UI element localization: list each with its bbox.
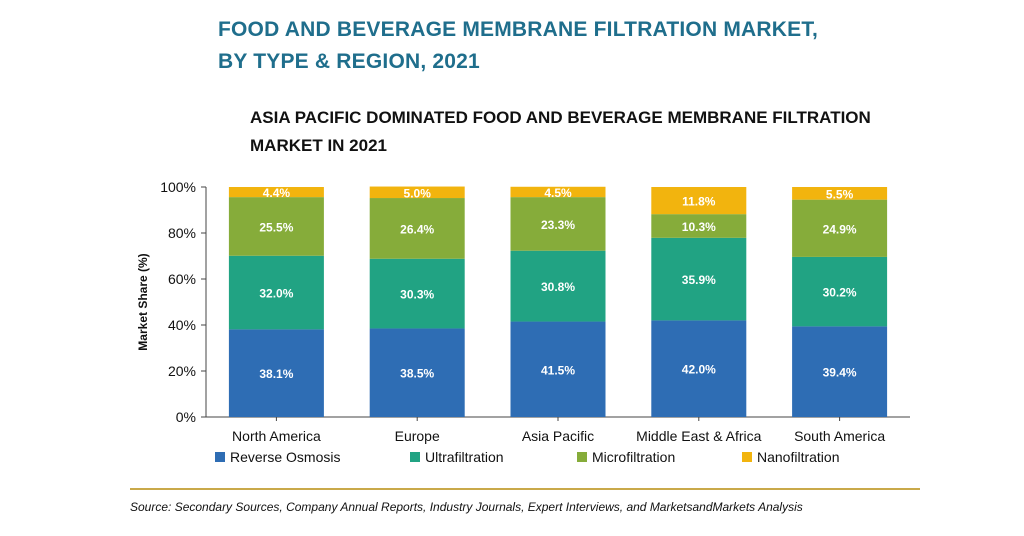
- data-label: 30.8%: [541, 280, 575, 294]
- data-label: 11.8%: [682, 195, 716, 209]
- bar-segment: [228, 329, 324, 417]
- bar-segment: [651, 187, 747, 215]
- x-tick-label: Europe: [395, 428, 440, 444]
- source-divider: [130, 488, 920, 490]
- y-tick-label: 100%: [160, 179, 196, 195]
- x-tick-label: North America: [232, 428, 321, 444]
- bar-segment: [228, 255, 324, 330]
- chart-subtitle-line-2: MARKET IN 2021: [250, 136, 387, 155]
- bar-segment: [510, 186, 606, 198]
- data-label: 30.3%: [400, 288, 434, 302]
- chart-subtitle-line-1: ASIA PACIFIC DOMINATED FOOD AND BEVERAGE…: [250, 108, 871, 127]
- legend-swatch: [577, 452, 587, 462]
- bar-segment: [369, 186, 465, 199]
- legend-label: Nanofiltration: [757, 449, 840, 465]
- bar-segment: [228, 197, 324, 256]
- data-label: 42.0%: [682, 363, 716, 377]
- chart-title-line-2: BY TYPE & REGION, 2021: [218, 50, 480, 73]
- chart-title: FOOD AND BEVERAGE MEMBRANE FILTRATION MA…: [218, 14, 918, 78]
- data-label: 26.4%: [400, 222, 434, 236]
- data-label: 39.4%: [823, 366, 857, 380]
- data-label: 5.0%: [404, 186, 432, 200]
- y-tick-label: 60%: [168, 271, 196, 287]
- bar-segment: [651, 237, 747, 321]
- data-label: 41.5%: [541, 363, 575, 377]
- data-label: 25.5%: [259, 220, 293, 234]
- bar-segment: [228, 187, 324, 198]
- data-label: 5.5%: [826, 187, 854, 201]
- y-tick-label: 20%: [168, 363, 196, 379]
- legend-swatch: [215, 452, 225, 462]
- bar-segment: [792, 199, 888, 257]
- data-label: 38.1%: [259, 367, 293, 381]
- x-tick-label: Asia Pacific: [522, 428, 594, 444]
- data-label: 35.9%: [682, 273, 716, 287]
- bar-segment: [369, 258, 465, 329]
- y-tick-label: 0%: [176, 409, 196, 425]
- chart-title-line-1: FOOD AND BEVERAGE MEMBRANE FILTRATION MA…: [218, 18, 819, 41]
- bar-segment: [369, 198, 465, 259]
- bar-segment: [510, 321, 606, 417]
- legend-swatch: [742, 452, 752, 462]
- data-label: 32.0%: [259, 287, 293, 301]
- y-tick-label: 80%: [168, 225, 196, 241]
- y-axis-title: Market Share (%): [136, 253, 150, 350]
- bar-segment: [792, 256, 888, 327]
- data-label: 4.5%: [544, 186, 572, 200]
- bar-segment: [510, 250, 606, 322]
- chart-subtitle: ASIA PACIFIC DOMINATED FOOD AND BEVERAGE…: [250, 104, 890, 160]
- data-label: 4.4%: [263, 186, 291, 200]
- bar-segment: [651, 320, 747, 417]
- bar-segment: [792, 326, 888, 417]
- bar-segment: [792, 187, 888, 200]
- y-tick-label: 40%: [168, 317, 196, 333]
- legend-label: Ultrafiltration: [425, 449, 504, 465]
- bar-segment: [651, 214, 747, 238]
- stacked-bar-chart: 0% 20% 40% 60% 80% 100% Market Share (%) 38.1% 3…: [136, 179, 910, 465]
- legend-swatch: [410, 452, 420, 462]
- data-label: 30.2%: [823, 286, 857, 300]
- data-label: 23.3%: [541, 218, 575, 232]
- bar-segment: [510, 197, 606, 251]
- data-label: 24.9%: [823, 222, 857, 236]
- legend-label: Microfiltration: [592, 449, 675, 465]
- x-tick-label: South America: [794, 428, 885, 444]
- legend-label: Reverse Osmosis: [230, 449, 340, 465]
- data-label: 10.3%: [682, 220, 716, 234]
- bar-segment: [369, 328, 465, 417]
- x-tick-label: Middle East & Africa: [636, 428, 761, 444]
- source-note: Source: Secondary Sources, Company Annua…: [130, 500, 803, 514]
- data-label: 38.5%: [400, 367, 434, 381]
